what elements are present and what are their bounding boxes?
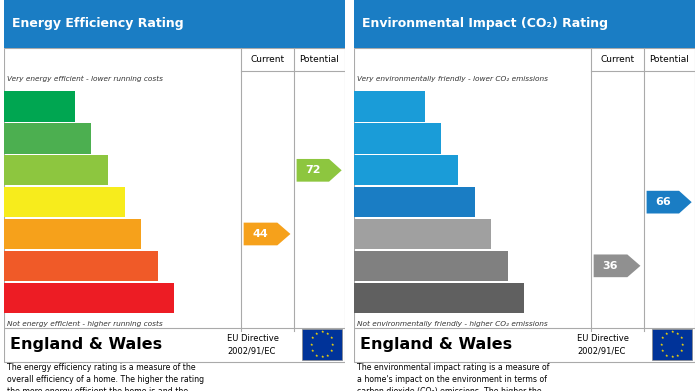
Text: Very energy efficient - lower running costs: Very energy efficient - lower running co…: [7, 76, 163, 82]
Text: ★: ★: [321, 355, 324, 359]
Bar: [354, 48, 695, 331]
Bar: [354, 328, 695, 362]
Text: EU Directive
2002/91/EC: EU Directive 2002/91/EC: [578, 334, 629, 355]
Text: ★: ★: [676, 332, 679, 336]
Bar: [4, 91, 75, 122]
Text: ★: ★: [311, 336, 314, 341]
Text: A: A: [61, 100, 71, 113]
Text: (21-38): (21-38): [6, 263, 33, 269]
Text: Current: Current: [251, 55, 284, 64]
Text: ★: ★: [326, 353, 329, 357]
Text: E: E: [129, 228, 138, 240]
Text: B: B: [78, 132, 88, 145]
Text: ★: ★: [671, 355, 674, 359]
Text: ★: ★: [321, 330, 324, 334]
Text: Current: Current: [601, 55, 634, 64]
Bar: [354, 251, 508, 281]
Text: ★: ★: [331, 343, 335, 347]
Text: Energy Efficiency Rating: Energy Efficiency Rating: [12, 17, 183, 30]
Text: C: C: [95, 164, 104, 177]
Bar: [4, 219, 141, 249]
Text: F: F: [496, 259, 505, 272]
Text: E: E: [479, 228, 488, 240]
Text: A: A: [411, 100, 421, 113]
Bar: [4, 155, 108, 185]
Text: 66: 66: [655, 197, 671, 207]
Text: 72: 72: [305, 165, 321, 175]
Bar: [652, 329, 692, 360]
Text: (69-80): (69-80): [6, 167, 33, 174]
Polygon shape: [244, 222, 290, 245]
Text: (39-54): (39-54): [356, 231, 383, 237]
Text: ★: ★: [681, 343, 685, 347]
Text: B: B: [428, 132, 438, 145]
Text: 44: 44: [253, 229, 268, 239]
Text: Very environmentally friendly - lower CO₂ emissions: Very environmentally friendly - lower CO…: [357, 76, 548, 82]
Text: (1-20): (1-20): [6, 294, 29, 301]
Text: ★: ★: [661, 349, 664, 353]
Text: ★: ★: [680, 336, 683, 341]
Text: ★: ★: [659, 343, 663, 347]
Text: (81-91): (81-91): [6, 135, 33, 142]
Bar: [354, 123, 441, 154]
Text: ★: ★: [311, 349, 314, 353]
Text: ★: ★: [326, 332, 329, 336]
Text: G: G: [160, 291, 171, 304]
Polygon shape: [647, 191, 692, 213]
Text: D: D: [460, 196, 471, 209]
Text: (69-80): (69-80): [356, 167, 383, 174]
Text: The energy efficiency rating is a measure of the
overall efficiency of a home. T: The energy efficiency rating is a measur…: [7, 363, 204, 391]
Text: 36: 36: [603, 261, 618, 271]
Bar: [354, 219, 491, 249]
Text: ★: ★: [680, 349, 683, 353]
Text: (39-54): (39-54): [6, 231, 33, 237]
Text: EU Directive
2002/91/EC: EU Directive 2002/91/EC: [228, 334, 279, 355]
Text: ★: ★: [665, 353, 668, 357]
Text: (81-91): (81-91): [356, 135, 383, 142]
Text: (92-100): (92-100): [6, 103, 38, 110]
Bar: [354, 155, 458, 185]
Text: ★: ★: [671, 330, 674, 334]
Bar: [354, 187, 475, 217]
Text: ★: ★: [676, 353, 679, 357]
Text: ★: ★: [309, 343, 313, 347]
Text: Not environmentally friendly - higher CO₂ emissions: Not environmentally friendly - higher CO…: [357, 321, 547, 327]
Text: F: F: [146, 259, 155, 272]
Text: ★: ★: [330, 349, 333, 353]
Bar: [4, 328, 345, 362]
Text: (55-68): (55-68): [6, 199, 33, 205]
Bar: [4, 123, 91, 154]
Text: England & Wales: England & Wales: [10, 337, 162, 352]
Polygon shape: [297, 159, 342, 182]
Text: ★: ★: [315, 332, 318, 336]
Text: Potential: Potential: [300, 55, 339, 64]
Bar: [354, 283, 524, 313]
Text: (55-68): (55-68): [356, 199, 383, 205]
Text: Potential: Potential: [650, 55, 690, 64]
Text: Not energy efficient - higher running costs: Not energy efficient - higher running co…: [7, 321, 162, 327]
Bar: [354, 0, 695, 48]
Bar: [302, 329, 342, 360]
Bar: [4, 48, 345, 331]
Text: C: C: [445, 164, 454, 177]
Text: ★: ★: [661, 336, 664, 341]
Bar: [354, 91, 425, 122]
Text: (92-100): (92-100): [356, 103, 388, 110]
Text: Environmental Impact (CO₂) Rating: Environmental Impact (CO₂) Rating: [362, 17, 608, 30]
Bar: [4, 283, 174, 313]
Bar: [4, 187, 125, 217]
Text: ★: ★: [315, 353, 318, 357]
Bar: [4, 0, 345, 48]
Polygon shape: [594, 255, 641, 277]
Text: (1-20): (1-20): [356, 294, 379, 301]
Text: The environmental impact rating is a measure of
a home's impact on the environme: The environmental impact rating is a mea…: [357, 363, 550, 391]
Bar: [4, 251, 158, 281]
Text: ★: ★: [330, 336, 333, 341]
Text: England & Wales: England & Wales: [360, 337, 512, 352]
Text: G: G: [510, 291, 521, 304]
Text: ★: ★: [665, 332, 668, 336]
Text: (21-38): (21-38): [356, 263, 383, 269]
Text: D: D: [110, 196, 121, 209]
